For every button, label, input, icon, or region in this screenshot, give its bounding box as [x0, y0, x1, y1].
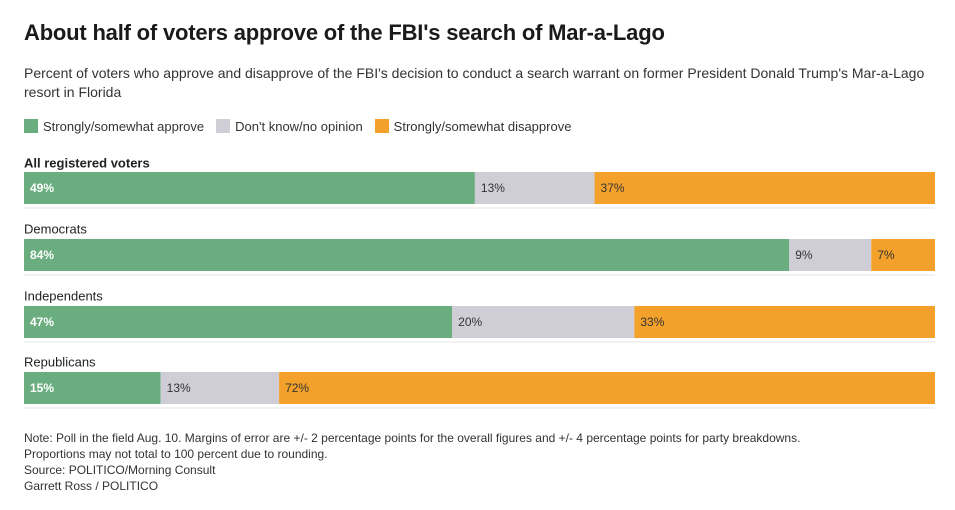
legend-item-approve: Strongly/somewhat approve [24, 119, 204, 134]
legend-item-disapprove: Strongly/somewhat disapprove [374, 118, 572, 134]
data-label-disapprove: 33% [640, 315, 664, 329]
chart-subtitle: Percent of voters who approve and disapp… [24, 65, 925, 100]
data-label-disapprove: 7% [877, 248, 895, 262]
data-label-unsure: 20% [458, 315, 482, 329]
data-label-approve: 15% [30, 381, 54, 395]
data-label-unsure: 13% [167, 381, 191, 395]
bar-segment-disapprove [279, 372, 936, 404]
data-label-approve: 47% [30, 315, 54, 329]
credit-line: Garrett Ross / POLITICO [24, 479, 159, 493]
legend-label-disapprove: Strongly/somewhat disapprove [393, 118, 572, 134]
data-label-unsure: 9% [795, 248, 813, 262]
legend-swatch-disapprove [374, 119, 389, 133]
legend: Strongly/somewhat approve Don't know/no … [24, 118, 583, 134]
bar-segment-approve [24, 372, 161, 404]
data-label-disapprove: 37% [601, 181, 625, 195]
bar-segment-unsure [452, 306, 635, 338]
data-label-approve: 84% [30, 248, 54, 262]
data-label-disapprove: 72% [285, 381, 309, 395]
legend-swatch-approve [24, 119, 38, 133]
legend-label-approve: Strongly/somewhat approve [43, 118, 205, 134]
bar-segment-unsure [474, 172, 595, 204]
chart-notes: Note: Poll in the field Aug. 10. Margins… [24, 430, 944, 494]
bar-segment-disapprove [594, 172, 935, 204]
bar-segment-unsure [789, 239, 872, 271]
note-line-1: Note: Poll in the field Aug. 10. Margins… [24, 431, 801, 445]
bar-segment-disapprove [634, 306, 935, 338]
chart-title: About half of voters approve of the FBI'… [24, 20, 665, 45]
bar-segment-disapprove [871, 239, 935, 271]
data-label-unsure: 13% [481, 181, 505, 195]
bar-segment-approve [24, 172, 475, 204]
data-label-approve: 49% [30, 181, 54, 195]
category-label: Democrats [24, 221, 87, 236]
category-label: Independents [24, 288, 103, 303]
source-line: Source: POLITICO/Morning Consult [24, 463, 216, 477]
category-label: Republicans [24, 354, 96, 369]
note-line-2: Proportions may not total to 100 percent… [24, 447, 328, 461]
legend-swatch-unsure [216, 119, 231, 133]
bar-segment-approve [24, 239, 790, 271]
bar-segment-approve [24, 306, 453, 338]
legend-item-unsure: Don't know/no opinion [216, 119, 363, 134]
legend-label-unsure: Don't know/no opinion [235, 118, 363, 134]
category-label: All registered voters [24, 155, 150, 170]
bar-segment-unsure [160, 372, 280, 404]
